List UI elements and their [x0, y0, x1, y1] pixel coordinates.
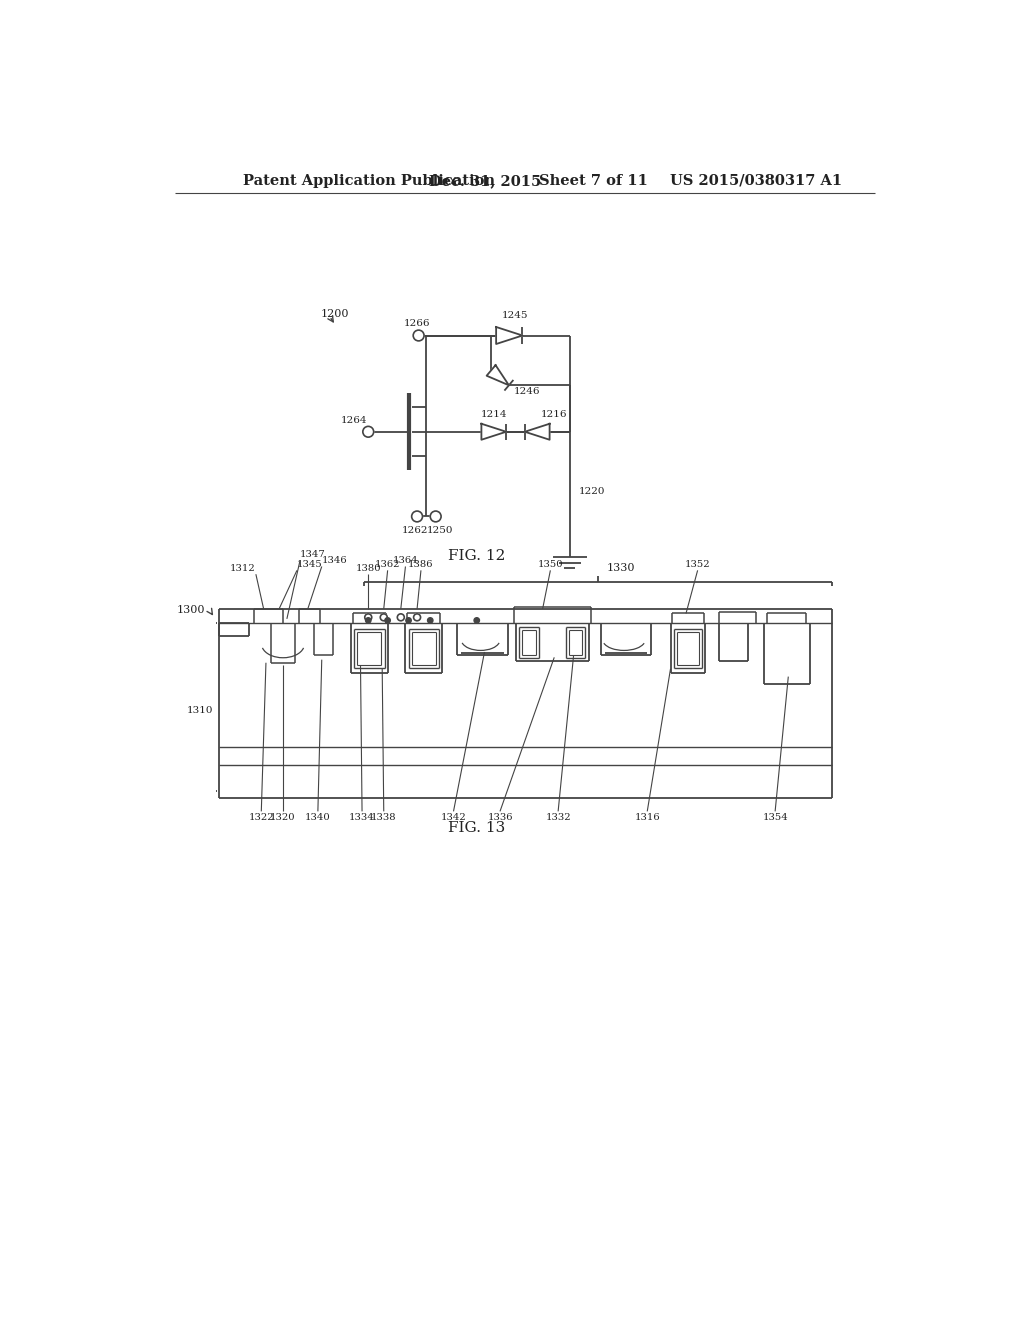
Text: Patent Application Publication: Patent Application Publication — [243, 174, 495, 187]
Circle shape — [397, 614, 404, 620]
Text: 1347: 1347 — [300, 550, 326, 558]
Text: 1245: 1245 — [502, 312, 528, 319]
Circle shape — [428, 618, 433, 623]
Polygon shape — [486, 366, 509, 385]
Text: 1334: 1334 — [349, 813, 375, 822]
Text: 1364: 1364 — [392, 556, 418, 565]
Polygon shape — [524, 424, 550, 440]
Text: 1350: 1350 — [538, 560, 563, 569]
Text: 1264: 1264 — [341, 417, 368, 425]
Text: 1354: 1354 — [762, 813, 788, 822]
Circle shape — [385, 618, 390, 623]
Text: 1332: 1332 — [546, 813, 571, 822]
Text: FIG. 13: FIG. 13 — [449, 821, 506, 836]
Text: FIG. 12: FIG. 12 — [449, 549, 506, 564]
Text: 1338: 1338 — [371, 813, 396, 822]
Circle shape — [362, 426, 374, 437]
Circle shape — [366, 618, 371, 623]
Circle shape — [365, 614, 372, 620]
Text: 1345: 1345 — [297, 560, 323, 569]
Text: 1336: 1336 — [487, 813, 513, 822]
Text: 1310: 1310 — [186, 706, 213, 715]
Text: 1200: 1200 — [321, 309, 349, 319]
Text: 1300: 1300 — [177, 606, 206, 615]
Text: 1250: 1250 — [426, 525, 453, 535]
Circle shape — [380, 614, 387, 620]
Text: 1346: 1346 — [322, 556, 347, 565]
Text: 1320: 1320 — [270, 813, 296, 822]
Text: Sheet 7 of 11: Sheet 7 of 11 — [539, 174, 647, 187]
Text: 1342: 1342 — [440, 813, 466, 822]
Polygon shape — [481, 424, 506, 440]
Text: 1352: 1352 — [685, 560, 711, 569]
Text: 1340: 1340 — [305, 813, 331, 822]
Text: 1386: 1386 — [409, 560, 434, 569]
Text: 1380: 1380 — [355, 564, 381, 573]
Circle shape — [474, 618, 479, 623]
Text: 1214: 1214 — [480, 411, 507, 420]
Text: 1330: 1330 — [606, 564, 635, 573]
Circle shape — [406, 618, 412, 623]
Polygon shape — [496, 327, 522, 345]
Circle shape — [414, 330, 424, 341]
Text: 1322: 1322 — [249, 813, 274, 822]
Text: 1362: 1362 — [375, 560, 400, 569]
Text: 1262: 1262 — [402, 525, 429, 535]
Circle shape — [430, 511, 441, 521]
Text: 1316: 1316 — [635, 813, 660, 822]
Text: 1312: 1312 — [230, 564, 256, 573]
Circle shape — [412, 511, 423, 521]
Text: 1220: 1220 — [579, 487, 605, 496]
Text: Dec. 31, 2015: Dec. 31, 2015 — [429, 174, 541, 187]
Text: US 2015/0380317 A1: US 2015/0380317 A1 — [671, 174, 843, 187]
Text: 1246: 1246 — [514, 387, 541, 396]
Text: 1216: 1216 — [541, 411, 567, 420]
Circle shape — [414, 614, 421, 620]
Text: 1266: 1266 — [403, 318, 430, 327]
